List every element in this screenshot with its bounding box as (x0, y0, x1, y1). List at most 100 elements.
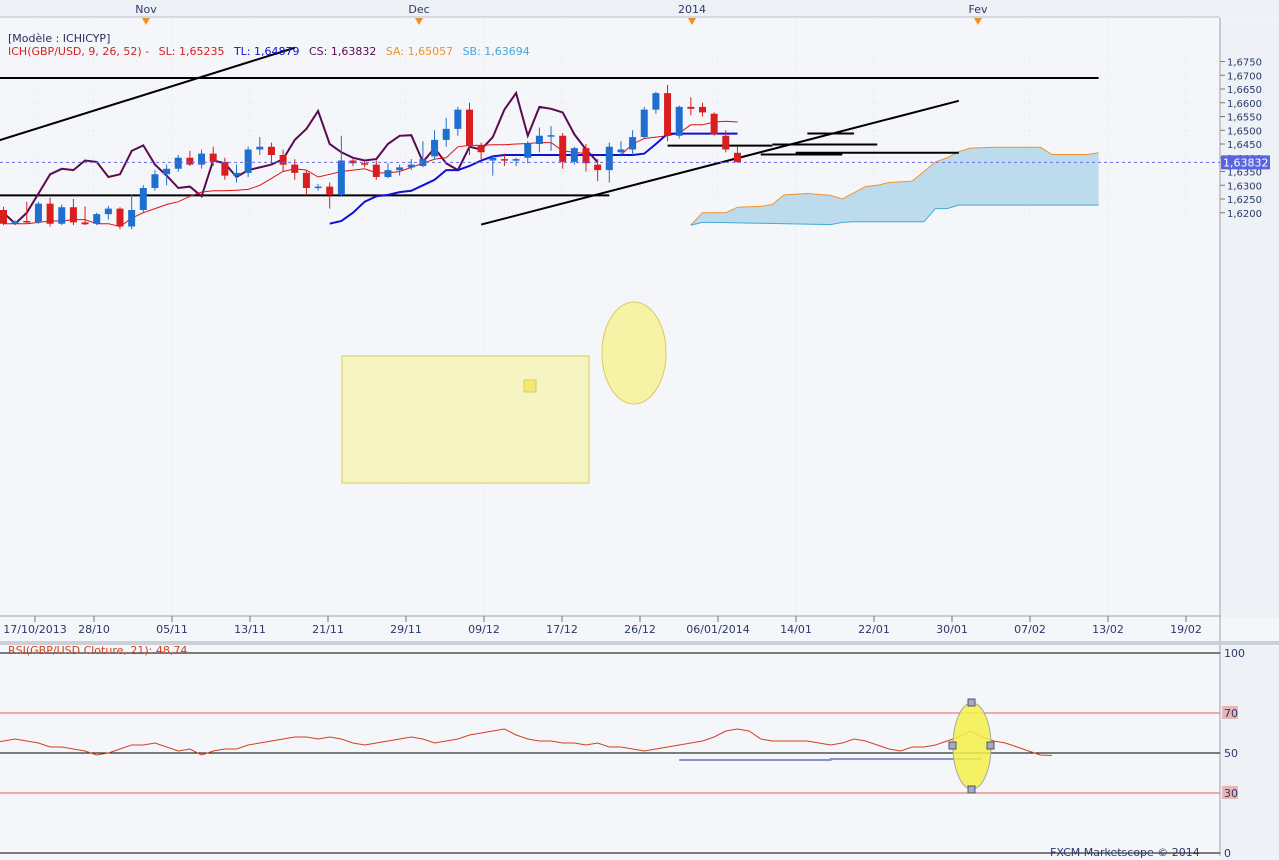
candle[interactable] (664, 84, 672, 142)
candle-body (326, 186, 334, 195)
candle-body (349, 160, 357, 164)
candle[interactable] (372, 160, 380, 180)
candle[interactable] (256, 137, 264, 155)
candle[interactable] (58, 204, 66, 226)
panel-splitter[interactable] (0, 641, 1279, 645)
rsi-guide-line[interactable] (679, 758, 983, 761)
candle[interactable] (431, 130, 439, 160)
candle[interactable] (605, 142, 613, 183)
candle[interactable] (302, 170, 310, 195)
candle[interactable] (652, 91, 660, 114)
candle[interactable] (466, 102, 473, 155)
candle[interactable] (139, 185, 147, 213)
candle[interactable] (710, 112, 718, 136)
ellipse-handle-bottom[interactable] (967, 785, 976, 794)
trendline[interactable] (480, 99, 960, 226)
candle[interactable] (733, 146, 741, 163)
rsi-tick-label: 0 (1224, 847, 1231, 860)
candle-body (407, 164, 415, 168)
candle-body (396, 167, 404, 171)
sa-value: SA: 1,65057 (386, 45, 453, 58)
candle[interactable] (384, 163, 392, 179)
candle[interactable] (267, 142, 275, 165)
candle[interactable] (186, 150, 194, 166)
candle[interactable] (617, 141, 625, 157)
candle[interactable] (151, 170, 159, 191)
cs-value: CS: 1,63832 (309, 45, 376, 58)
candle[interactable] (594, 159, 602, 182)
candle[interactable] (279, 149, 287, 172)
candle[interactable] (675, 105, 683, 139)
candle[interactable] (687, 97, 695, 116)
candle[interactable] (500, 153, 508, 166)
candle-body (559, 135, 567, 162)
candle-body (431, 139, 439, 157)
candle[interactable] (477, 142, 485, 160)
rsi-highlight-ellipse[interactable] (952, 702, 992, 790)
candle[interactable] (535, 127, 543, 153)
candle[interactable] (454, 106, 462, 136)
candle-body (547, 135, 555, 137)
ellipse-handle-top[interactable] (967, 698, 976, 707)
candle[interactable] (163, 164, 171, 186)
candle[interactable] (93, 212, 101, 226)
candle[interactable] (81, 206, 89, 226)
date-tick-label: 22/01 (858, 623, 890, 636)
candle[interactable] (442, 117, 450, 147)
candle[interactable] (0, 206, 7, 226)
sb-value: SB: 1,63694 (463, 45, 530, 58)
candle[interactable] (722, 130, 730, 153)
month-label: Nov (135, 3, 157, 16)
price-tick-label: 1,6550 (1227, 113, 1262, 124)
candle[interactable] (559, 133, 567, 169)
candle[interactable] (699, 102, 706, 117)
rsi-tick-badge (1222, 706, 1238, 719)
candle[interactable] (582, 144, 590, 172)
candle[interactable] (314, 183, 322, 191)
candle[interactable] (69, 199, 77, 226)
candle-body (46, 203, 54, 224)
candle[interactable] (337, 135, 345, 197)
candle[interactable] (570, 146, 578, 165)
candle[interactable] (547, 126, 555, 151)
candlesticks[interactable] (0, 84, 741, 230)
candle[interactable] (23, 201, 31, 224)
candle[interactable] (489, 155, 497, 176)
candle[interactable] (128, 194, 136, 230)
candle[interactable] (629, 130, 637, 155)
rsi-tick-badge (1222, 786, 1238, 799)
ellipse-handle-right[interactable] (986, 741, 995, 750)
rsi-label: RSI(GBP/USD.Cloture, 21): 48,74 (8, 644, 187, 657)
price-tick-label: 1,6650 (1227, 85, 1262, 96)
candle[interactable] (407, 159, 415, 171)
candle[interactable] (524, 141, 532, 164)
candle[interactable] (233, 164, 240, 183)
candle[interactable] (104, 205, 112, 220)
trendlines[interactable] (0, 46, 960, 226)
rsi-axis[interactable] (1220, 646, 1279, 860)
current-price-badge (1221, 155, 1270, 170)
candle[interactable] (221, 157, 229, 180)
price-axis[interactable] (1220, 18, 1279, 618)
candle[interactable] (174, 155, 182, 172)
ellipse-handle-left[interactable] (948, 741, 957, 750)
rsi-tick-label: 100 (1224, 647, 1245, 660)
candle[interactable] (326, 182, 334, 209)
candle[interactable] (11, 220, 19, 226)
candle-body (291, 164, 299, 173)
candle[interactable] (640, 106, 648, 139)
candle-body (384, 170, 392, 177)
model-label: [Modèle : ICHICYP] (8, 32, 110, 45)
candle-body (0, 210, 7, 224)
candle[interactable] (198, 149, 206, 169)
trendline[interactable] (0, 46, 296, 143)
candle[interactable] (34, 201, 42, 224)
candle[interactable] (209, 146, 217, 166)
candle[interactable] (396, 164, 404, 176)
candle[interactable] (116, 207, 124, 230)
candle[interactable] (46, 197, 54, 227)
candle[interactable] (349, 159, 357, 166)
candle-body (93, 214, 101, 224)
candle[interactable] (361, 160, 369, 168)
